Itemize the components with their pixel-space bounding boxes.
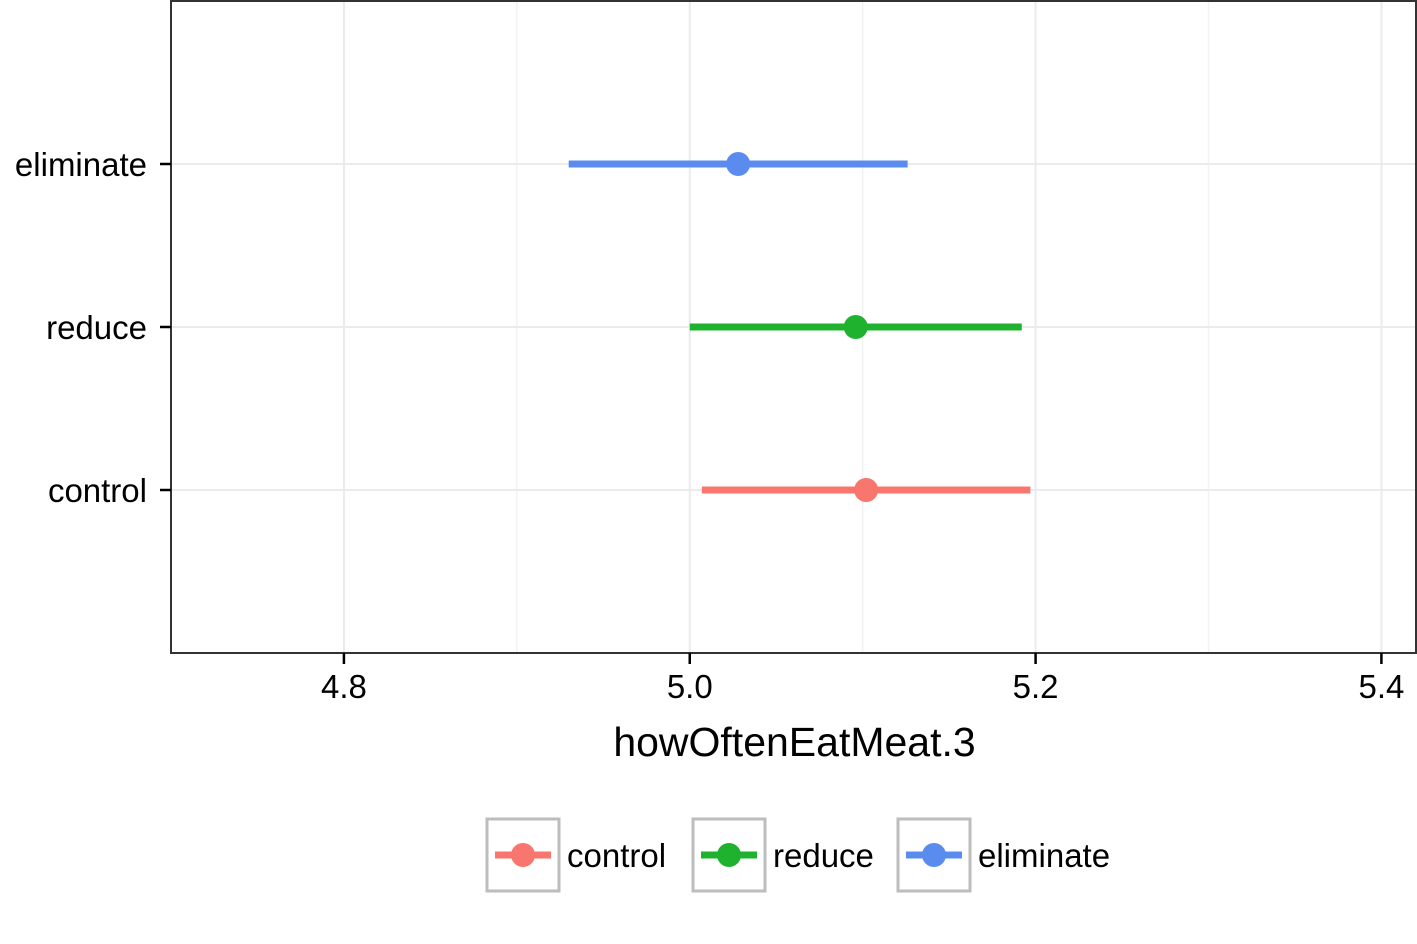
legend-key-point	[717, 843, 741, 867]
point-eliminate	[726, 152, 751, 176]
x-axis-title: howOftenEatMeat.3	[613, 719, 975, 765]
estimate-points	[726, 152, 879, 502]
point-reduce	[843, 315, 868, 339]
x-tick-label: 5.2	[1013, 668, 1059, 705]
point-control	[854, 478, 879, 502]
legend-label: control	[567, 837, 666, 874]
y-tick-label: control	[48, 472, 147, 509]
legend-key-point	[922, 843, 946, 867]
y-tick-label: eliminate	[15, 146, 147, 183]
legend-key-point	[511, 843, 535, 867]
legend-label: eliminate	[978, 837, 1110, 874]
x-axis: 4.8 5.0 5.2 5.4	[321, 653, 1404, 705]
x-tick-label: 5.4	[1358, 668, 1404, 705]
x-tick-label: 4.8	[321, 668, 367, 705]
legend-label: reduce	[773, 837, 874, 874]
y-axis: control reduce eliminate	[15, 146, 171, 509]
legend: control reduce eliminate	[485, 817, 1110, 893]
x-tick-label: 5.0	[667, 668, 713, 705]
y-tick-label: reduce	[46, 309, 147, 346]
